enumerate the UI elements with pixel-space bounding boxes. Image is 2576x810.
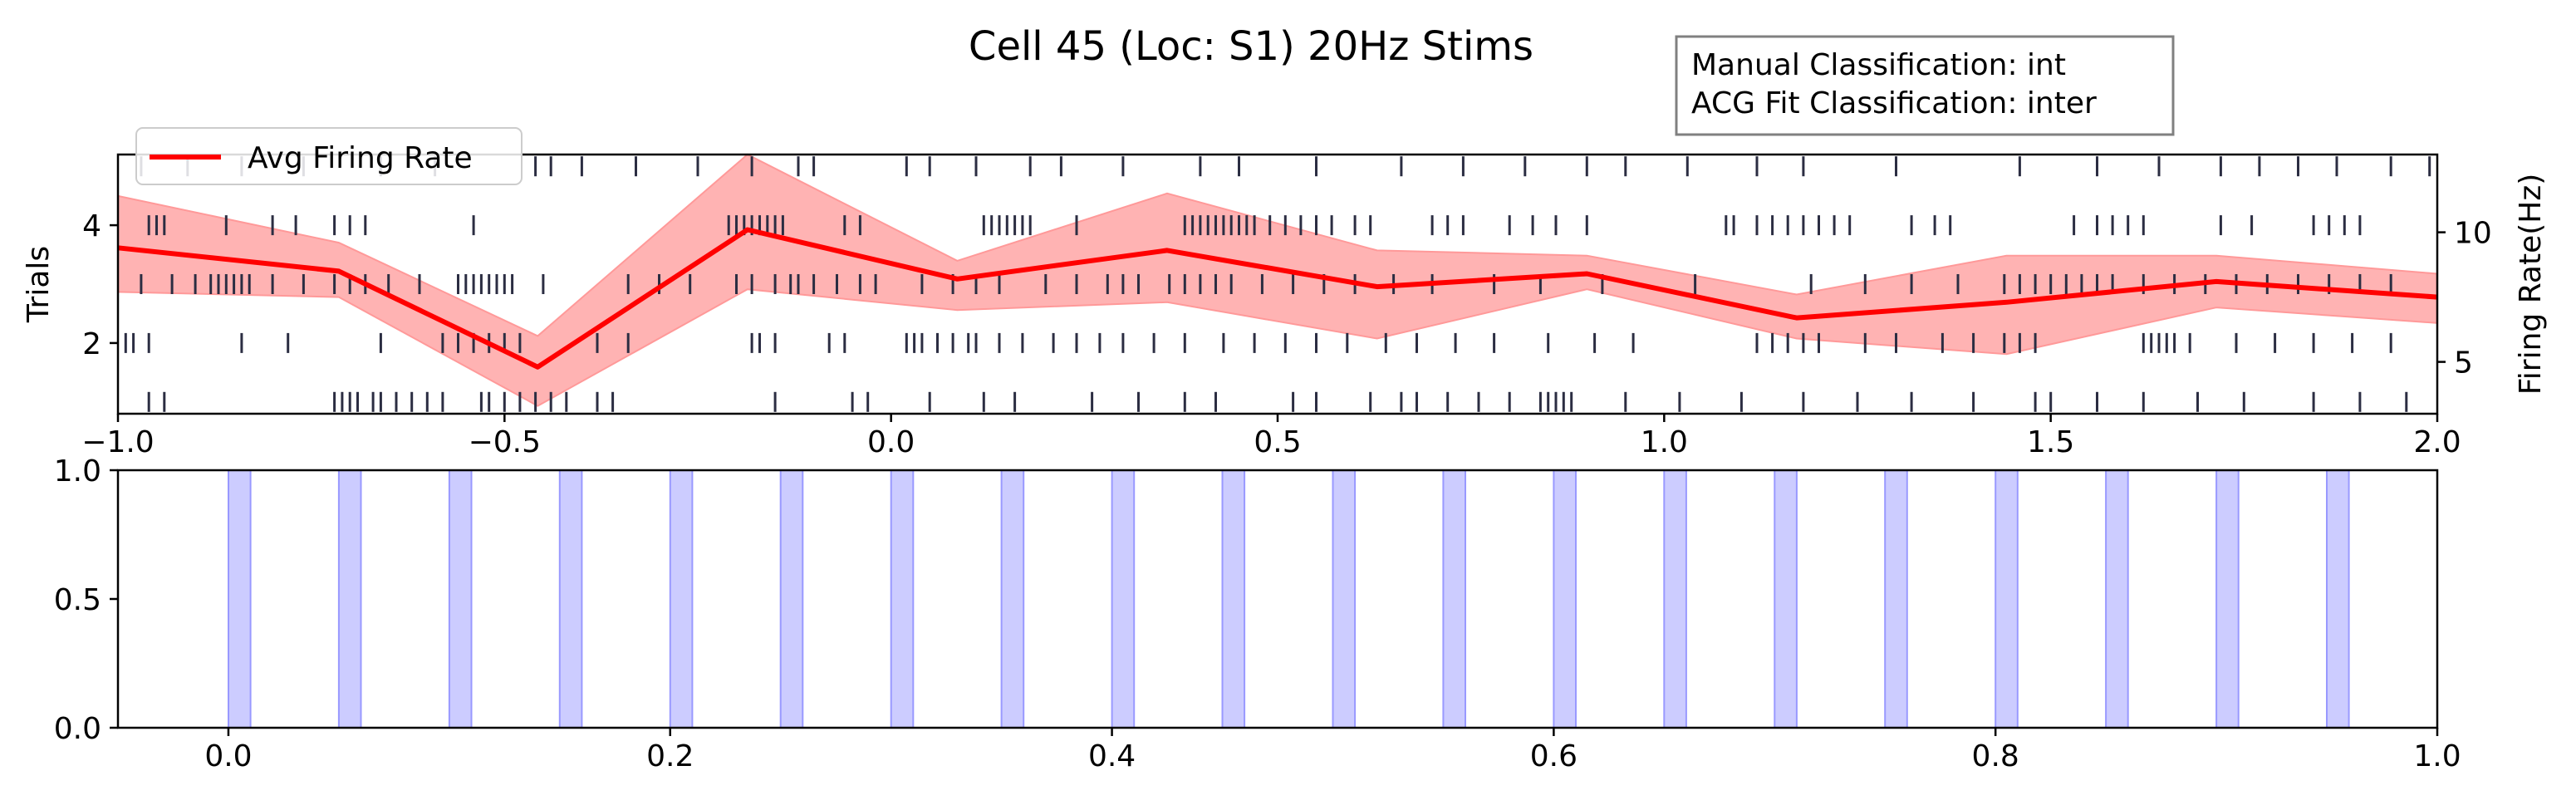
annotation-box-frame (1675, 35, 2175, 136)
stimulus-x-tick-label: 0.0 (204, 739, 252, 773)
legend-frame (135, 127, 523, 185)
legend: Avg Firing Rate (135, 127, 523, 185)
stimulus-span (448, 469, 473, 729)
stimulus-span (669, 469, 694, 729)
stimulus-span (228, 469, 252, 729)
stimulus-span (890, 469, 915, 729)
raster-x-tick-label: −1.0 (81, 425, 154, 459)
stimulus-x-ticks: 0.0 0.2 0.4 0.6 0.8 1.0 (204, 728, 2461, 773)
annotation-line-2: ACG Fit Classification: inter (1691, 86, 2097, 120)
raster-y-ticks: 24 (82, 209, 118, 361)
stimulus-x-tick-label: 0.2 (646, 739, 694, 773)
chart-title: Cell 45 (Loc: S1) 20Hz Stims (969, 23, 1533, 70)
stimulus-x-tick-label: 1.0 (2413, 739, 2461, 773)
raster-x-tick-label: 2.0 (2413, 425, 2461, 459)
rate-y-tick-label: 10 (2454, 217, 2492, 251)
raster-y-tick-label: 2 (82, 327, 101, 361)
rate-line-layer (117, 227, 2438, 370)
avg-firing-rate-line (117, 227, 2438, 370)
raster-x-tick-label: 1.0 (1641, 425, 1688, 459)
stimulus-span (1995, 469, 2019, 729)
stimulus-axes: 0.0 0.2 0.4 0.6 0.8 1.0 0.0 0.5 1.0 (54, 454, 2461, 773)
stimulus-y-tick-label: 1.0 (54, 454, 101, 488)
stimulus-x-tick-label: 0.4 (1088, 739, 1136, 773)
raster-y-tick-label: 4 (82, 209, 101, 243)
stimulus-span (1663, 469, 1687, 729)
stimulus-y-ticks: 0.0 0.5 1.0 (54, 454, 118, 746)
stimulus-x-tick-label: 0.8 (1972, 739, 2019, 773)
annotation-line-1: Manual Classification: int (1691, 48, 2066, 82)
stimulus-span-layer (228, 469, 2350, 729)
raster-x-ticks: −1.0 −0.5 0.0 0.5 1.0 1.5 2.0 (81, 414, 2461, 459)
raster-x-tick-label: −0.5 (469, 425, 541, 459)
raster-x-tick-label: 0.0 (867, 425, 915, 459)
stimulus-span (1553, 469, 1577, 729)
stimulus-y-tick-label: 0.5 (54, 583, 101, 617)
rate-y-ticks: 5 10 (2437, 217, 2492, 380)
annotation-box: Manual Classification: int ACG Fit Class… (1675, 35, 2175, 136)
y-axis-label-trials: Trials (22, 246, 56, 323)
stimulus-span (779, 469, 804, 729)
raster-axes: −1.0 −0.5 0.0 0.5 1.0 1.5 2.0 24 510 Trials Fi… (22, 127, 2548, 459)
legend-label-avg-rate: Avg Firing Rate (248, 141, 473, 175)
stimulus-span (1442, 469, 1467, 729)
raster-x-tick-label: 0.5 (1254, 425, 1301, 459)
stimulus-x-tick-label: 0.6 (1530, 739, 1577, 773)
stimulus-span (1111, 469, 1136, 729)
stimulus-span (1000, 469, 1025, 729)
stimulus-span (1221, 469, 1246, 729)
stimulus-span (558, 469, 583, 729)
stimulus-span (1332, 469, 1357, 729)
y-axis-label-firing-rate: Firing Rate(Hz) (2514, 174, 2548, 395)
stimulus-span (2215, 469, 2240, 729)
stimulus-span (2105, 469, 2129, 729)
stimulus-y-tick-label: 0.0 (54, 712, 101, 746)
stimulus-span (1774, 469, 1798, 729)
raster-x-tick-label: 1.5 (2027, 425, 2074, 459)
stimulus-span (2326, 469, 2350, 729)
stimulus-span (1884, 469, 1908, 729)
stimulus-span (337, 469, 362, 729)
rate-y-tick-label: 5 (2454, 346, 2473, 380)
